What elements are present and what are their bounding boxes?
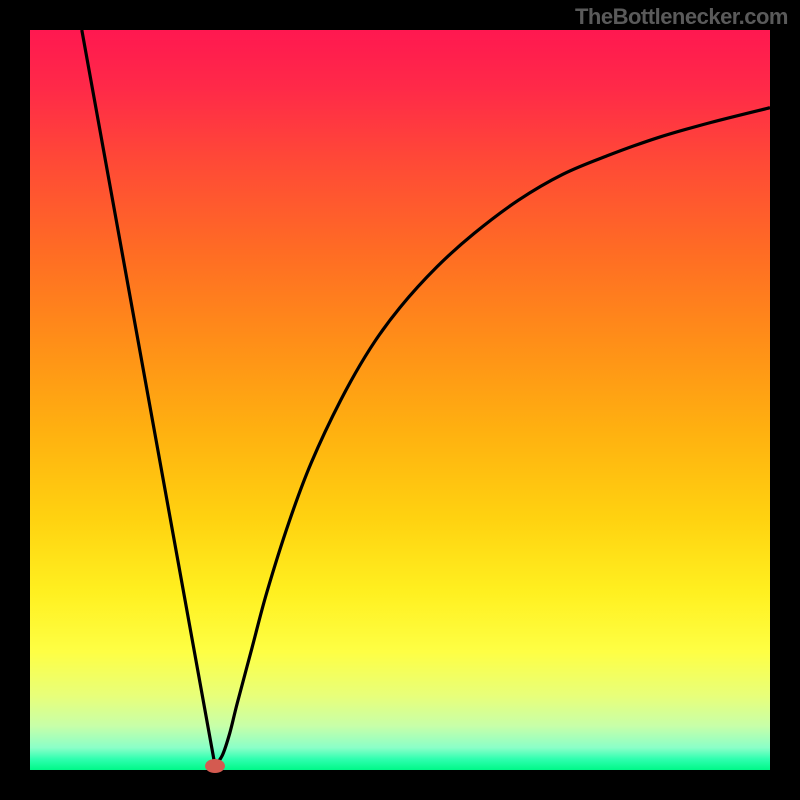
watermark-text: TheBottlenecker.com bbox=[575, 4, 788, 30]
plot-area bbox=[30, 30, 770, 770]
bottleneck-curve bbox=[30, 30, 770, 770]
minimum-marker bbox=[205, 759, 225, 773]
